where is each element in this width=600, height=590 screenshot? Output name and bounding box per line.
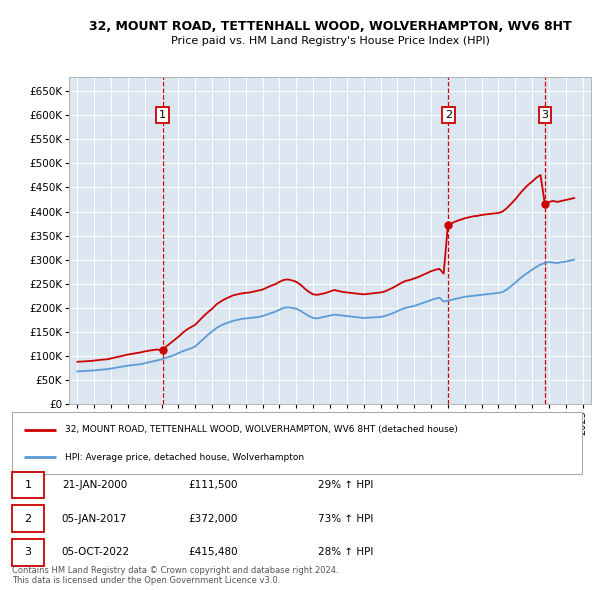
FancyBboxPatch shape — [12, 472, 44, 498]
Text: 29% ↑ HPI: 29% ↑ HPI — [317, 480, 373, 490]
Text: 21-JAN-2000: 21-JAN-2000 — [62, 480, 127, 490]
Text: HPI: Average price, detached house, Wolverhampton: HPI: Average price, detached house, Wolv… — [65, 453, 304, 461]
Text: 2: 2 — [445, 110, 452, 120]
FancyBboxPatch shape — [12, 412, 582, 474]
Text: 28% ↑ HPI: 28% ↑ HPI — [317, 548, 373, 557]
Text: £415,480: £415,480 — [188, 548, 238, 557]
Text: 1: 1 — [25, 480, 32, 490]
FancyBboxPatch shape — [12, 505, 44, 532]
Text: 2: 2 — [25, 514, 32, 523]
Text: £372,000: £372,000 — [188, 514, 238, 523]
Text: 3: 3 — [25, 548, 32, 557]
Text: 05-OCT-2022: 05-OCT-2022 — [62, 548, 130, 557]
Text: Price paid vs. HM Land Registry's House Price Index (HPI): Price paid vs. HM Land Registry's House … — [170, 37, 490, 46]
Text: 73% ↑ HPI: 73% ↑ HPI — [317, 514, 373, 523]
Text: 3: 3 — [541, 110, 548, 120]
Text: 1: 1 — [159, 110, 166, 120]
Text: £111,500: £111,500 — [188, 480, 238, 490]
Text: 32, MOUNT ROAD, TETTENHALL WOOD, WOLVERHAMPTON, WV6 8HT (detached house): 32, MOUNT ROAD, TETTENHALL WOOD, WOLVERH… — [65, 425, 458, 434]
FancyBboxPatch shape — [12, 539, 44, 565]
Text: Contains HM Land Registry data © Crown copyright and database right 2024.: Contains HM Land Registry data © Crown c… — [12, 566, 338, 575]
Text: 32, MOUNT ROAD, TETTENHALL WOOD, WOLVERHAMPTON, WV6 8HT: 32, MOUNT ROAD, TETTENHALL WOOD, WOLVERH… — [89, 20, 571, 33]
Text: 05-JAN-2017: 05-JAN-2017 — [62, 514, 127, 523]
Text: This data is licensed under the Open Government Licence v3.0.: This data is licensed under the Open Gov… — [12, 576, 280, 585]
